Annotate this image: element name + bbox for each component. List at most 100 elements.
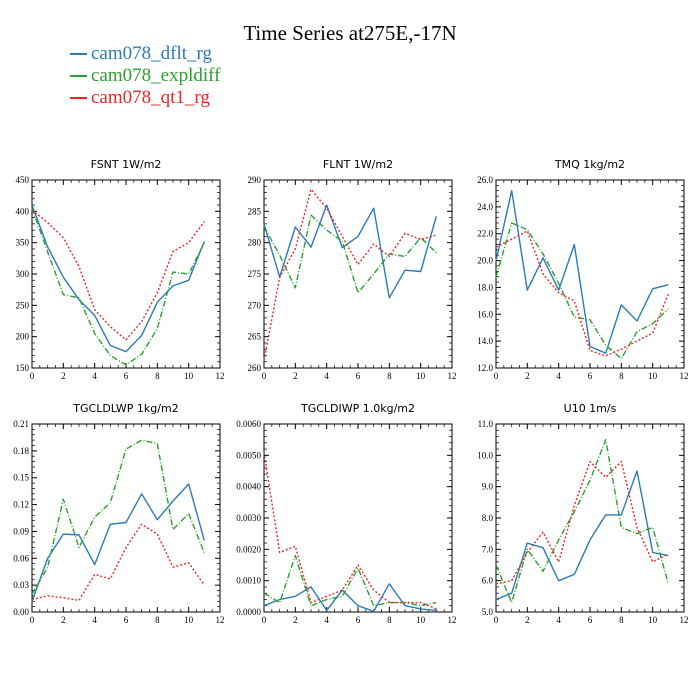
y-tick-label: 275 [248, 269, 262, 279]
legend-swatch-qt1 [70, 96, 87, 99]
y-tick-label: 0.21 [13, 419, 29, 429]
y-tick-label: 26.0 [477, 175, 493, 185]
y-tick-label: 270 [248, 300, 262, 310]
plot-frame [263, 179, 453, 369]
y-tick-label: 265 [248, 332, 262, 342]
y-tick-label: 14.0 [477, 336, 493, 346]
y-tick-label: 200 [16, 332, 30, 342]
y-tick-label: 18.0 [477, 282, 493, 292]
y-tick-label: 22.0 [477, 229, 493, 239]
panel-6: U10 1m/s 0 2 4 6 8 10 12 5.0 6.0 7.0 8.0 9.0 10.0 11.0 [477, 402, 688, 625]
x-tick-label: 4 [324, 615, 329, 625]
x-tick-label: 0 [262, 371, 267, 381]
x-tick-label: 0 [494, 615, 499, 625]
series-line-cam078-qt1-rg [31, 523, 205, 602]
panel-5: TGCLDIWP 1.0kg/m2 0 2 4 6 8 10 12 0.0000 0.0010 0.… [236, 402, 456, 625]
legend-item-qt1: cam078_qt1_rg [70, 88, 210, 107]
y-tick-label: 450 [16, 175, 30, 185]
panel-title: U10 1m/s [564, 402, 617, 415]
x-tick-label: 6 [356, 371, 361, 381]
plot-frame [31, 423, 221, 613]
series-line-cam078-expldiff [495, 222, 669, 360]
x-tick-label: 0 [30, 615, 35, 625]
y-tick-label: 0.18 [13, 446, 29, 456]
x-tick-label: 4 [556, 615, 561, 625]
x-tick-label: 12 [680, 615, 689, 625]
x-tick-label: 12 [216, 615, 225, 625]
x-tick-label: 2 [525, 615, 530, 625]
y-tick-label: 150 [16, 363, 30, 373]
legend-label-qt1: cam078_qt1_rg [91, 87, 210, 108]
series-line-cam078-qt1-rg [263, 452, 437, 610]
y-tick-label: 0.06 [13, 553, 29, 563]
x-tick-label: 8 [619, 371, 624, 381]
x-tick-label: 6 [124, 371, 129, 381]
y-tick-label: 0.12 [13, 500, 29, 510]
series-line-cam078-expldiff [495, 439, 669, 604]
y-tick-label: 11.0 [478, 419, 494, 429]
y-tick-label: 0.0000 [236, 607, 261, 617]
y-tick-label: 8.0 [482, 513, 494, 523]
legend-swatch-dflt [70, 52, 87, 55]
panel-title: TGCLDIWP 1.0kg/m2 [300, 402, 415, 415]
series-line-cam078-qt1-rg [495, 460, 669, 585]
x-tick-label: 4 [92, 615, 97, 625]
y-tick-label: 300 [16, 269, 30, 279]
x-tick-label: 12 [216, 371, 225, 381]
series-line-cam078-expldiff [31, 439, 205, 595]
series-line-cam078-dflt-rg [31, 483, 205, 602]
x-tick-label: 0 [30, 371, 35, 381]
x-tick-label: 10 [648, 615, 658, 625]
y-tick-label: 6.0 [482, 576, 494, 586]
plot-frame [263, 423, 453, 613]
panel-title: FLNT 1W/m2 [323, 158, 393, 171]
y-tick-label: 0.0050 [236, 450, 261, 460]
x-tick-label: 10 [416, 371, 426, 381]
panel-title: TGCLDLWP 1kg/m2 [72, 402, 178, 415]
legend-swatch-expldiff [70, 74, 87, 77]
x-tick-label: 4 [324, 371, 329, 381]
series-line-cam078-dflt-rg [495, 189, 669, 354]
y-tick-label: 290 [248, 175, 262, 185]
x-tick-label: 8 [155, 371, 160, 381]
legend-item-dflt: cam078_dflt_rg [70, 44, 212, 63]
legend-label-dflt: cam078_dflt_rg [91, 43, 213, 64]
y-tick-label: 0.0040 [236, 482, 261, 492]
x-tick-label: 6 [588, 371, 593, 381]
series-line-cam078-expldiff [263, 554, 437, 607]
y-tick-label: 10.0 [477, 450, 493, 460]
y-tick-label: 5.0 [482, 607, 494, 617]
x-tick-label: 2 [61, 615, 66, 625]
panel-1: FSNT 1W/m2 0 2 4 6 8 10 12 150 200 250 300 350 400 450 [16, 158, 225, 381]
series-line-cam078-qt1-rg [31, 209, 205, 341]
x-tick-label: 2 [61, 371, 66, 381]
y-tick-label: 12.0 [477, 363, 493, 373]
y-tick-label: 9.0 [482, 482, 494, 492]
x-tick-label: 2 [293, 615, 298, 625]
y-tick-label: 0.0020 [236, 544, 261, 554]
y-tick-label: 400 [16, 206, 30, 216]
x-tick-label: 4 [556, 371, 561, 381]
x-tick-label: 8 [387, 615, 392, 625]
y-tick-label: 0.15 [13, 473, 29, 483]
panel-2: FLNT 1W/m2 0 2 4 6 8 10 12 260 265 270 275 280 285 290 [248, 158, 457, 381]
x-tick-label: 0 [494, 371, 499, 381]
y-tick-label: 0.00 [13, 607, 29, 617]
x-tick-label: 0 [262, 615, 267, 625]
x-tick-label: 6 [588, 615, 593, 625]
panel-4: TGCLDLWP 1kg/m2 0 2 4 6 8 10 12 0.00 0.03 0.06 0.09… [13, 402, 224, 625]
panel-title: FSNT 1W/m2 [91, 158, 162, 171]
series-line-cam078-dflt-rg [263, 204, 437, 299]
x-tick-label: 10 [184, 615, 194, 625]
series-line-cam078-expldiff [31, 207, 205, 366]
y-tick-label: 0.0010 [236, 576, 261, 586]
x-tick-label: 8 [155, 615, 160, 625]
y-tick-label: 260 [248, 363, 262, 373]
legend-label-expldiff: cam078_expldiff [91, 65, 221, 86]
x-tick-label: 8 [619, 615, 624, 625]
y-tick-label: 0.09 [13, 526, 29, 536]
y-tick-label: 0.0030 [236, 513, 261, 523]
chart-title: Time Series at275E,-17N [243, 21, 457, 45]
x-tick-label: 6 [356, 615, 361, 625]
